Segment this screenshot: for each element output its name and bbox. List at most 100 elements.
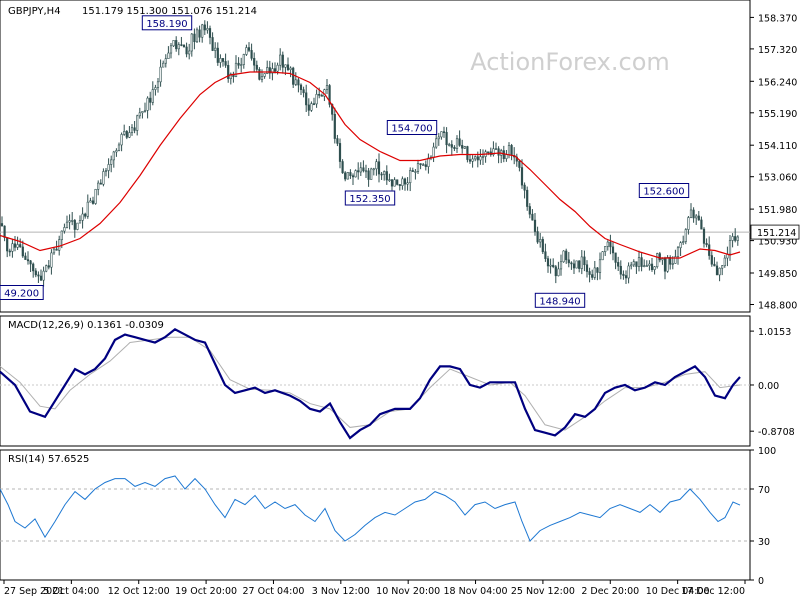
candle-body xyxy=(37,274,40,277)
candle-body xyxy=(601,251,604,261)
candle-body xyxy=(336,138,339,144)
candle-body xyxy=(305,92,308,106)
candle-body xyxy=(611,246,615,254)
price-annotation-box xyxy=(534,292,586,308)
candle-body xyxy=(268,67,271,74)
candle-body xyxy=(73,220,76,230)
candle-body xyxy=(110,159,113,165)
candle-body xyxy=(357,170,360,173)
candle-body xyxy=(453,147,456,149)
macd-y-tick-label: 0.00 xyxy=(758,381,779,392)
candle-body xyxy=(695,215,698,219)
candle-body xyxy=(403,178,407,185)
candle-body xyxy=(133,127,136,131)
candle-body xyxy=(89,200,92,203)
candle-body xyxy=(299,84,303,90)
candle-body xyxy=(146,97,149,111)
candle-body xyxy=(666,257,669,272)
macd-title: MACD(12,26,9) 0.1361 -0.0309 xyxy=(8,320,164,331)
price-annotation-label: 148.940 xyxy=(539,296,580,307)
candle-body xyxy=(481,156,485,158)
candle-body xyxy=(104,170,108,172)
candle-body xyxy=(221,58,225,62)
candle-body xyxy=(396,179,399,185)
candle-body xyxy=(47,265,50,268)
candle-body xyxy=(393,179,396,187)
candle-body xyxy=(721,265,724,269)
candle-body xyxy=(71,220,74,222)
candle-body xyxy=(172,40,175,47)
rsi-y-tick-label: 70 xyxy=(758,485,770,496)
candle-body xyxy=(502,150,505,159)
candle-body xyxy=(341,161,344,174)
candle-body xyxy=(476,156,479,161)
candle-body xyxy=(130,127,134,133)
candle-body xyxy=(398,184,401,186)
candle-body xyxy=(458,138,461,146)
price-annotation-label: 154.700 xyxy=(391,124,432,135)
candle-body xyxy=(247,47,251,51)
candle-body xyxy=(136,115,139,131)
candle-body xyxy=(606,241,609,247)
candle-body xyxy=(112,151,115,161)
candle-body xyxy=(567,259,570,264)
candle-body xyxy=(32,263,35,272)
price-annotation-box xyxy=(386,120,438,135)
candle-body xyxy=(201,24,204,38)
candle-body xyxy=(271,68,274,74)
candle-body xyxy=(562,250,565,263)
candle-body xyxy=(375,161,378,170)
candle-body xyxy=(702,228,706,244)
candle-body xyxy=(554,266,557,277)
watermark-text: ActionForex.com xyxy=(470,48,670,76)
candle-body xyxy=(385,171,388,181)
candle-body xyxy=(455,138,459,149)
price-y-tick-label: 150.930 xyxy=(758,237,797,248)
candle-body xyxy=(224,61,227,66)
candle-body xyxy=(115,150,118,153)
candle-body xyxy=(289,67,292,70)
candle-body xyxy=(16,244,19,248)
candle-body xyxy=(24,255,27,260)
macd-pane[interactable]: MACD(12,26,9) 0.1361 -0.0309 1.0153 0.00 -… xyxy=(0,315,795,447)
candle-body xyxy=(182,44,186,48)
candle-body xyxy=(466,146,469,160)
candle-body xyxy=(518,160,521,168)
candle-body xyxy=(45,265,48,272)
price-annotations: 158.190 154.700 152.350 152.600 148.940 49.20… xyxy=(0,15,690,308)
candle-body xyxy=(237,62,240,66)
candle-body xyxy=(255,64,258,70)
candle-body xyxy=(245,47,248,55)
rsi-pane[interactable]: RSI(14) 57.6525 100 70 30 0 xyxy=(0,446,776,587)
candle-body xyxy=(572,263,576,269)
last-price-box xyxy=(750,224,800,240)
candle-body xyxy=(84,213,87,217)
time-axis-tick-label: 3 Nov 12:00 xyxy=(312,586,370,597)
candle-body xyxy=(143,110,147,112)
candle-body xyxy=(123,131,126,135)
candle-body xyxy=(117,144,121,151)
last-price-label: 151.214 xyxy=(757,228,796,239)
candle-body xyxy=(208,28,212,38)
candle-body xyxy=(354,170,357,178)
candle-body xyxy=(650,263,654,270)
price-y-tick-label: 149.850 xyxy=(758,269,797,280)
candle-body xyxy=(318,93,321,96)
candle-body xyxy=(609,241,612,248)
candle-body xyxy=(528,206,531,215)
rsi-y-tick-label: 30 xyxy=(758,537,770,548)
candle-body xyxy=(713,263,716,267)
candle-body xyxy=(260,76,264,80)
candle-body xyxy=(450,144,453,148)
price-y-tick-label: 156.240 xyxy=(758,77,797,88)
time-axis-tick-label: 2 Dec 20:00 xyxy=(581,586,639,597)
candle-body xyxy=(302,89,305,94)
price-pane[interactable]: ActionForex.com GBPJPY,H4 151.179 151.30… xyxy=(0,0,800,313)
candle-body xyxy=(279,54,282,66)
candle-body xyxy=(445,132,448,146)
candle-body xyxy=(162,62,165,68)
candle-body xyxy=(266,67,269,74)
rsi-main-line xyxy=(0,475,741,542)
candle-body xyxy=(344,172,347,180)
